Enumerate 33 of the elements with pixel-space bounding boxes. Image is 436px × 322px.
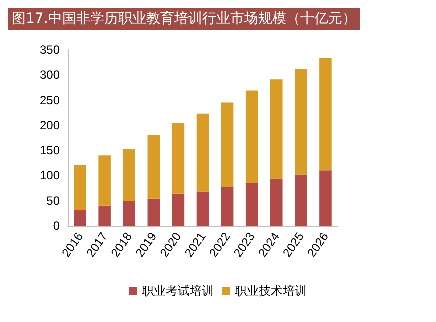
- y-tick-label: 150: [40, 144, 60, 158]
- bar: [148, 135, 160, 199]
- bar: [172, 194, 185, 226]
- bar: [270, 178, 283, 226]
- bar: [246, 90, 258, 184]
- bar: [123, 149, 136, 202]
- bar: [270, 80, 283, 179]
- bar: [74, 210, 86, 226]
- y-tick-label: 250: [40, 93, 60, 108]
- bar: [148, 198, 160, 226]
- y-tick-label: 0: [53, 219, 60, 233]
- bar: [98, 206, 111, 226]
- bar: [98, 156, 111, 206]
- bar: [295, 174, 308, 226]
- bar: [123, 201, 136, 226]
- y-tick-label: 100: [40, 168, 60, 183]
- bar: [246, 183, 258, 226]
- bar: [320, 170, 332, 226]
- y-tick-label: 50: [46, 194, 60, 208]
- bar: [74, 165, 86, 210]
- y-tick-label: 350: [40, 43, 60, 57]
- bar: [221, 187, 234, 226]
- legend-label: 职业考试培训: [142, 284, 214, 298]
- bar: [196, 114, 210, 192]
- bar: [196, 192, 210, 226]
- y-tick-label: 200: [40, 118, 60, 132]
- legend-label: 职业技术培训: [235, 284, 307, 298]
- y-tick-label: 300: [40, 68, 60, 82]
- bar: [295, 69, 308, 175]
- chart-title: 图17.中国非学历职业教育培训行业市场规模（十亿元）: [8, 8, 360, 30]
- bar: [172, 123, 185, 194]
- bar: [320, 58, 332, 171]
- bar: [221, 102, 234, 188]
